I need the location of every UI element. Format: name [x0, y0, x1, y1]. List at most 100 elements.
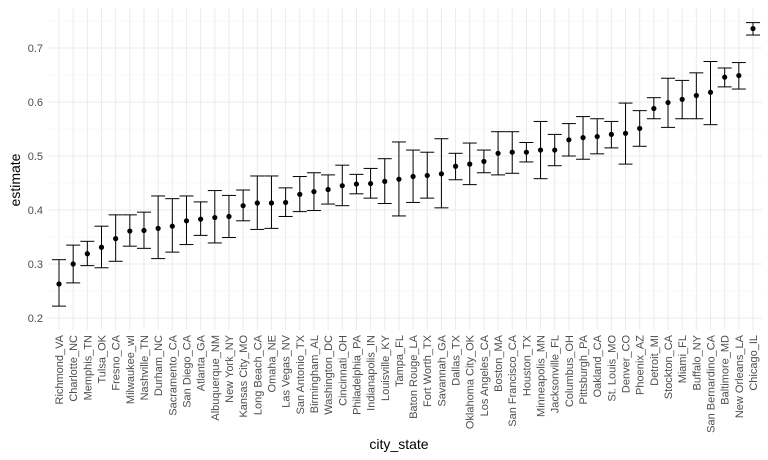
x-tick-label: Baltimore_MD — [720, 335, 732, 405]
point — [637, 125, 643, 132]
point — [382, 178, 388, 184]
x-tick-label: Baton Rouge_LA — [408, 334, 420, 418]
x-tick-label: Kansas City_MO — [238, 335, 250, 418]
x-tick-label: Stockton_CA — [663, 334, 675, 399]
x-tick-label: Memphis_TN — [82, 335, 94, 400]
x-tick-label: Columbus_OH — [564, 335, 576, 407]
x-tick-label: Pittsburgh_PA — [578, 334, 590, 404]
x-tick-label: Durham_NC — [153, 335, 165, 396]
point — [183, 218, 190, 224]
point — [283, 199, 289, 206]
x-tick-label: Omaha_NE — [266, 335, 278, 392]
x-tick-label: Denver_CO — [621, 335, 633, 394]
x-tick-label: Miami_FL — [677, 335, 689, 383]
point — [127, 228, 133, 234]
point — [424, 172, 430, 179]
y-tick-label: 0.4 — [28, 205, 43, 217]
point — [438, 171, 445, 177]
x-tick-label: Washington_DC — [323, 335, 335, 415]
point — [566, 137, 572, 143]
point — [56, 281, 62, 287]
point — [707, 89, 714, 95]
y-tick-label: 0.7 — [28, 43, 43, 55]
point — [297, 191, 303, 197]
point — [481, 158, 487, 164]
point — [396, 176, 402, 182]
point — [537, 147, 544, 153]
x-tick-label: Savannah_GA — [436, 334, 448, 406]
point — [353, 181, 360, 187]
point — [70, 261, 76, 267]
x-tick-label: Philadelphia_PA — [351, 334, 363, 415]
points — [56, 25, 756, 287]
point — [268, 200, 275, 206]
x-tick-label: New York_NY — [224, 334, 236, 403]
x-tick-label: Las Vegas_NV — [281, 334, 293, 407]
point — [736, 72, 742, 79]
x-tick-label: San Bernardino_CA — [706, 334, 718, 433]
x-tick-label: San Francisco_CA — [507, 334, 519, 426]
x-tick-label: Tulsa_OK — [96, 334, 108, 383]
x-tick-label: Indianapolis_IN — [366, 335, 378, 411]
x-tick-label: Atlanta_GA — [196, 334, 208, 391]
y-tick-label: 0.3 — [28, 259, 43, 271]
point — [594, 133, 600, 140]
x-tick-label: San Antonio_TX — [295, 334, 307, 414]
y-tick-labels: 0.2 0.3 0.4 0.5 0.6 0.7 — [28, 43, 43, 325]
x-tick-label: Richmond_VA — [54, 334, 66, 404]
x-tick-label: Minneapolis_MN — [536, 335, 548, 417]
x-tick-label: Tampa_FL — [394, 335, 406, 387]
x-tick-label: New Orleans_LA — [734, 334, 746, 418]
point — [113, 236, 119, 242]
x-tick-label: Los Angeles_CA — [479, 334, 491, 416]
x-tick-label: Oklahoma City_OK — [465, 334, 477, 429]
x-tick-label: St. Louis_MO — [606, 335, 618, 402]
point — [141, 227, 147, 234]
x-tick-label: Milwaukee_wI — [125, 335, 137, 404]
x-tick-label: Nashville_TN — [139, 335, 151, 400]
point — [552, 147, 558, 153]
x-tick-label: Phoenix_AZ — [635, 335, 647, 395]
x-tick-labels: Richmond_VA Charlotte_NC Memphis_TN Tulsa_O… — [54, 334, 760, 433]
point — [410, 173, 416, 180]
point — [339, 183, 345, 189]
x-tick-label: Oakland_CA — [592, 334, 604, 397]
x-tick-label: Sacramento_CA — [167, 334, 179, 415]
point — [84, 251, 90, 257]
point — [622, 130, 629, 136]
x-tick-label: Buffalo_NY — [691, 334, 703, 390]
point — [608, 131, 614, 137]
y-tick-label: 0.6 — [28, 97, 43, 109]
point — [254, 200, 260, 206]
point — [155, 225, 161, 231]
point — [311, 189, 317, 195]
point — [98, 244, 105, 250]
point — [509, 149, 515, 155]
y-tick-label: 0.5 — [28, 151, 43, 163]
x-tick-label: San Diego_CA — [181, 334, 193, 407]
point — [367, 180, 374, 187]
x-tick-label: Birmingham_AL — [309, 335, 321, 413]
point — [665, 99, 671, 106]
point — [722, 74, 728, 80]
x-tick-label: Houston_TX — [521, 334, 533, 396]
x-tick-label: Boston_MA — [493, 334, 505, 392]
point — [467, 161, 473, 167]
point — [240, 203, 246, 209]
x-tick-label: Louisville_KY — [380, 334, 392, 401]
point — [580, 135, 586, 141]
x-tick-label: Albuquerque_NM — [210, 335, 222, 421]
point — [523, 149, 529, 155]
x-tick-label: Jacksonville_FL — [550, 335, 562, 413]
y-tick-label: 0.2 — [28, 313, 43, 325]
point — [693, 92, 699, 99]
x-tick-label: Long Beach_CA — [252, 334, 264, 415]
point — [198, 216, 204, 222]
grid — [48, 8, 762, 330]
x-tick-label: Charlotte_NC — [68, 335, 80, 402]
x-tick-label: Fort Worth_TX — [422, 334, 434, 407]
x-tick-label: Cincinnati_OH — [337, 335, 349, 406]
x-tick-label: Chicago_IL — [748, 335, 760, 391]
point — [169, 223, 175, 229]
x-tick-label: Dallas_TX — [451, 334, 463, 385]
